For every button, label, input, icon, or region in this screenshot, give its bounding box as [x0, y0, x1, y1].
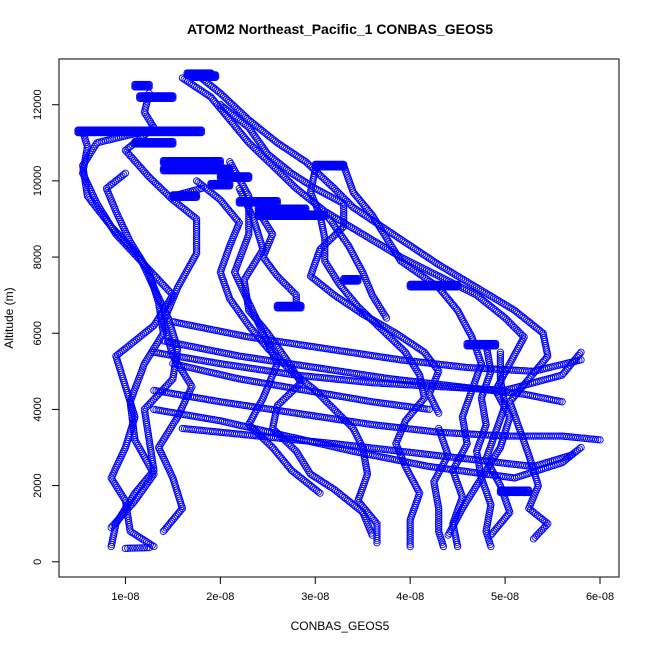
- data-point: [130, 529, 138, 538]
- data-point: [135, 443, 143, 452]
- data-point: [141, 482, 149, 491]
- data-point: [150, 542, 158, 551]
- data-point: [112, 481, 120, 490]
- data-point: [98, 207, 106, 216]
- data-point: [112, 230, 120, 238]
- data-point: [140, 453, 149, 461]
- data-point: [90, 142, 99, 151]
- data-point: [145, 477, 153, 485]
- data-point: [132, 531, 140, 539]
- data-point: [137, 534, 145, 542]
- data-point: [144, 460, 153, 469]
- data-point: [137, 447, 145, 455]
- data-point: [150, 321, 158, 330]
- data-point: [134, 441, 142, 450]
- data-point: [79, 161, 87, 170]
- data-point: [85, 152, 93, 160]
- data-point: [114, 485, 122, 494]
- data-point: [117, 489, 125, 497]
- data-point: [133, 532, 142, 540]
- data-point: [82, 156, 90, 164]
- data-point: [141, 455, 150, 463]
- data-point: [149, 468, 157, 476]
- data-point: [144, 539, 153, 547]
- data-point: [87, 148, 95, 156]
- data-point: [140, 484, 148, 493]
- data-point: [139, 451, 148, 459]
- data-point: [150, 470, 158, 478]
- data-point: [83, 154, 92, 162]
- data-point: [146, 475, 154, 484]
- data-point: [80, 160, 88, 168]
- data-point: [142, 457, 151, 465]
- chart-title: ATOM2 Northeast_Pacific_1 CONBAS_GEOS5: [187, 21, 493, 37]
- data-point: [444, 531, 452, 539]
- data-point: [147, 464, 155, 473]
- data-point: [146, 462, 154, 471]
- data-point: [435, 409, 443, 417]
- data-point: [118, 491, 126, 499]
- points-layer: [74, 69, 604, 553]
- data-point: [135, 533, 143, 541]
- data-point: [111, 480, 119, 488]
- data-point: [89, 144, 98, 153]
- data-point: [143, 459, 152, 467]
- data-point: [136, 445, 144, 454]
- data-point: [148, 472, 157, 480]
- data-point: [133, 493, 142, 501]
- data-point: [141, 537, 149, 545]
- data-point: [152, 318, 160, 326]
- data-point: [113, 483, 121, 492]
- data-point: [138, 449, 146, 457]
- data-point: [115, 487, 124, 495]
- data-point: [81, 158, 89, 166]
- data-point: [119, 493, 127, 501]
- data-point: [86, 150, 94, 158]
- data-point: [139, 535, 147, 544]
- data-point: [133, 440, 141, 448]
- data-point: [88, 146, 96, 155]
